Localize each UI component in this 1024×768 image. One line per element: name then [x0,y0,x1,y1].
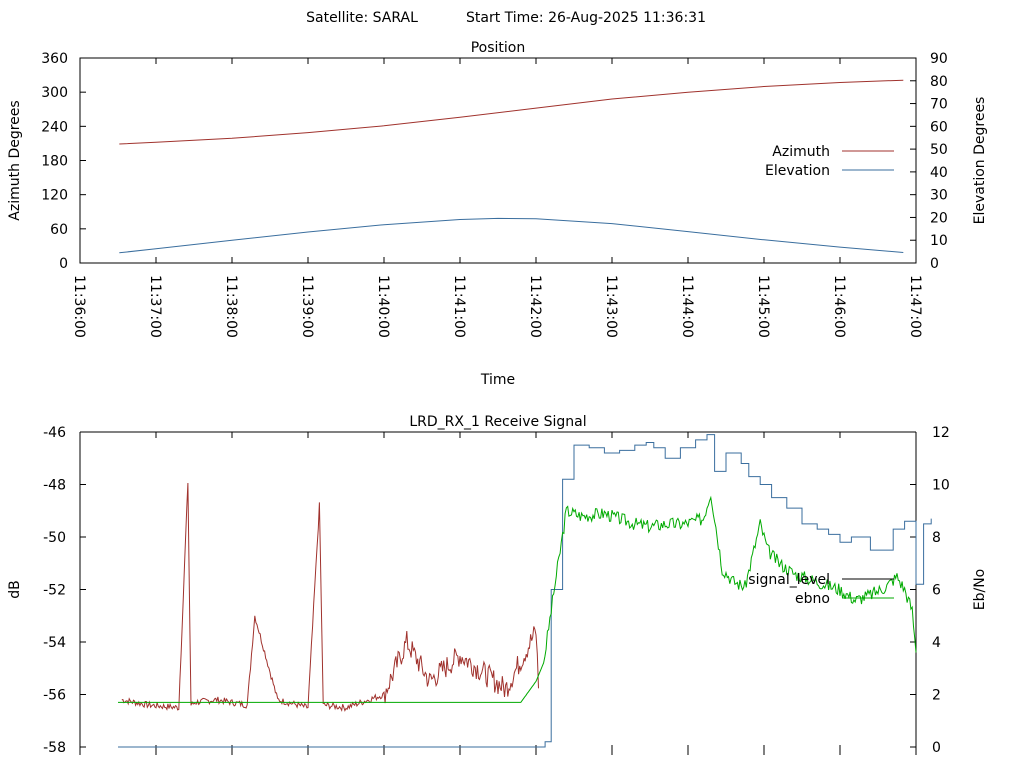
y-tick-label: 300 [41,85,68,101]
x-tick-label: 11:40:00 [375,275,391,338]
y2-tick-label: 8 [932,530,941,546]
x-axis-label: Time [480,372,515,388]
y2-tick-label: 80 [930,74,948,90]
y-tick-label: -58 [43,740,66,756]
chart-title: Position [471,40,526,56]
y-tick-label: 120 [41,188,68,204]
y-tick-label: -52 [43,583,66,599]
series-line-azimuth [119,79,904,145]
y2-tick-label: 10 [930,233,948,249]
x-tick-label: 11:42:00 [527,275,543,338]
y2-tick-label: 4 [932,635,941,651]
series-line-elevation [119,217,904,254]
y-tick-label: 60 [50,222,68,238]
legend-label: ebno [795,591,830,607]
y2-axis-label: Elevation Degrees [972,97,988,225]
legend-label: signal_level [748,572,830,588]
y-tick-label: 0 [59,256,68,272]
y2-tick-label: 90 [930,51,948,67]
y2-tick-label: 70 [930,97,948,113]
y2-tick-label: 0 [930,256,939,272]
plot-frame [79,57,917,264]
x-tick-label: 11:43:00 [603,275,619,338]
y-tick-label: -46 [43,425,66,441]
y-tick-label: -48 [43,478,66,494]
series-line-ebno [118,495,917,703]
x-tick-label: 11:45:00 [755,275,771,338]
position-chart: Position 0 60 120 180 240 300 360 0 10 20 30 40 50 60 7… [7,40,988,388]
y2-tick-label: 0 [932,740,941,756]
x-tick-label: 11:46:00 [831,275,847,338]
y2-tick-label: 12 [932,425,950,441]
x-tick-label: 11:41:00 [451,275,467,338]
y2-tick-label: 20 [930,210,948,226]
y2-axis-label: Eb/No [972,569,988,611]
x-tick-label: 11:39:00 [299,275,315,338]
y2-tick-label: 50 [930,142,948,158]
legend-label: Azimuth [772,144,830,160]
start-time-label: Start Time: 26-Aug-2025 11:36:31 [466,10,706,26]
y2-tick-label: 10 [932,478,950,494]
y-tick-label: 360 [41,51,68,67]
y-tick-label: -54 [43,635,66,651]
y-tick-label: 240 [41,119,68,135]
y2-tick-label: 60 [930,119,948,135]
y-tick-label: -50 [43,530,66,546]
y2-tick-label: 40 [930,165,948,181]
x-tick-label: 11:47:00 [907,275,923,338]
chart-title: LRD_RX_1 Receive Signal [409,414,586,430]
y-axis-label: dB [7,580,23,599]
satellite-label: Satellite: SARAL [306,10,418,26]
y2-tick-label: 2 [932,688,941,704]
x-tick-label: 11:38:00 [223,275,239,338]
series-line-noise [121,482,539,712]
series-line-signal-level [118,434,932,748]
x-tick-label: 11:44:00 [679,275,695,338]
receive-signal-chart: LRD_RX_1 Receive Signal -58 -56 -54 -52 -50 -4… [7,414,988,756]
legend-label: Elevation [765,163,830,179]
x-tick-label: 11:37:00 [147,275,163,338]
y-tick-label: 180 [41,154,68,170]
y2-tick-label: 6 [932,583,941,599]
y-tick-label: -56 [43,688,66,704]
y2-tick-label: 30 [930,188,948,204]
y-axis-label: Azimuth Degrees [7,100,23,220]
x-tick-label: 11:36:00 [71,275,87,338]
